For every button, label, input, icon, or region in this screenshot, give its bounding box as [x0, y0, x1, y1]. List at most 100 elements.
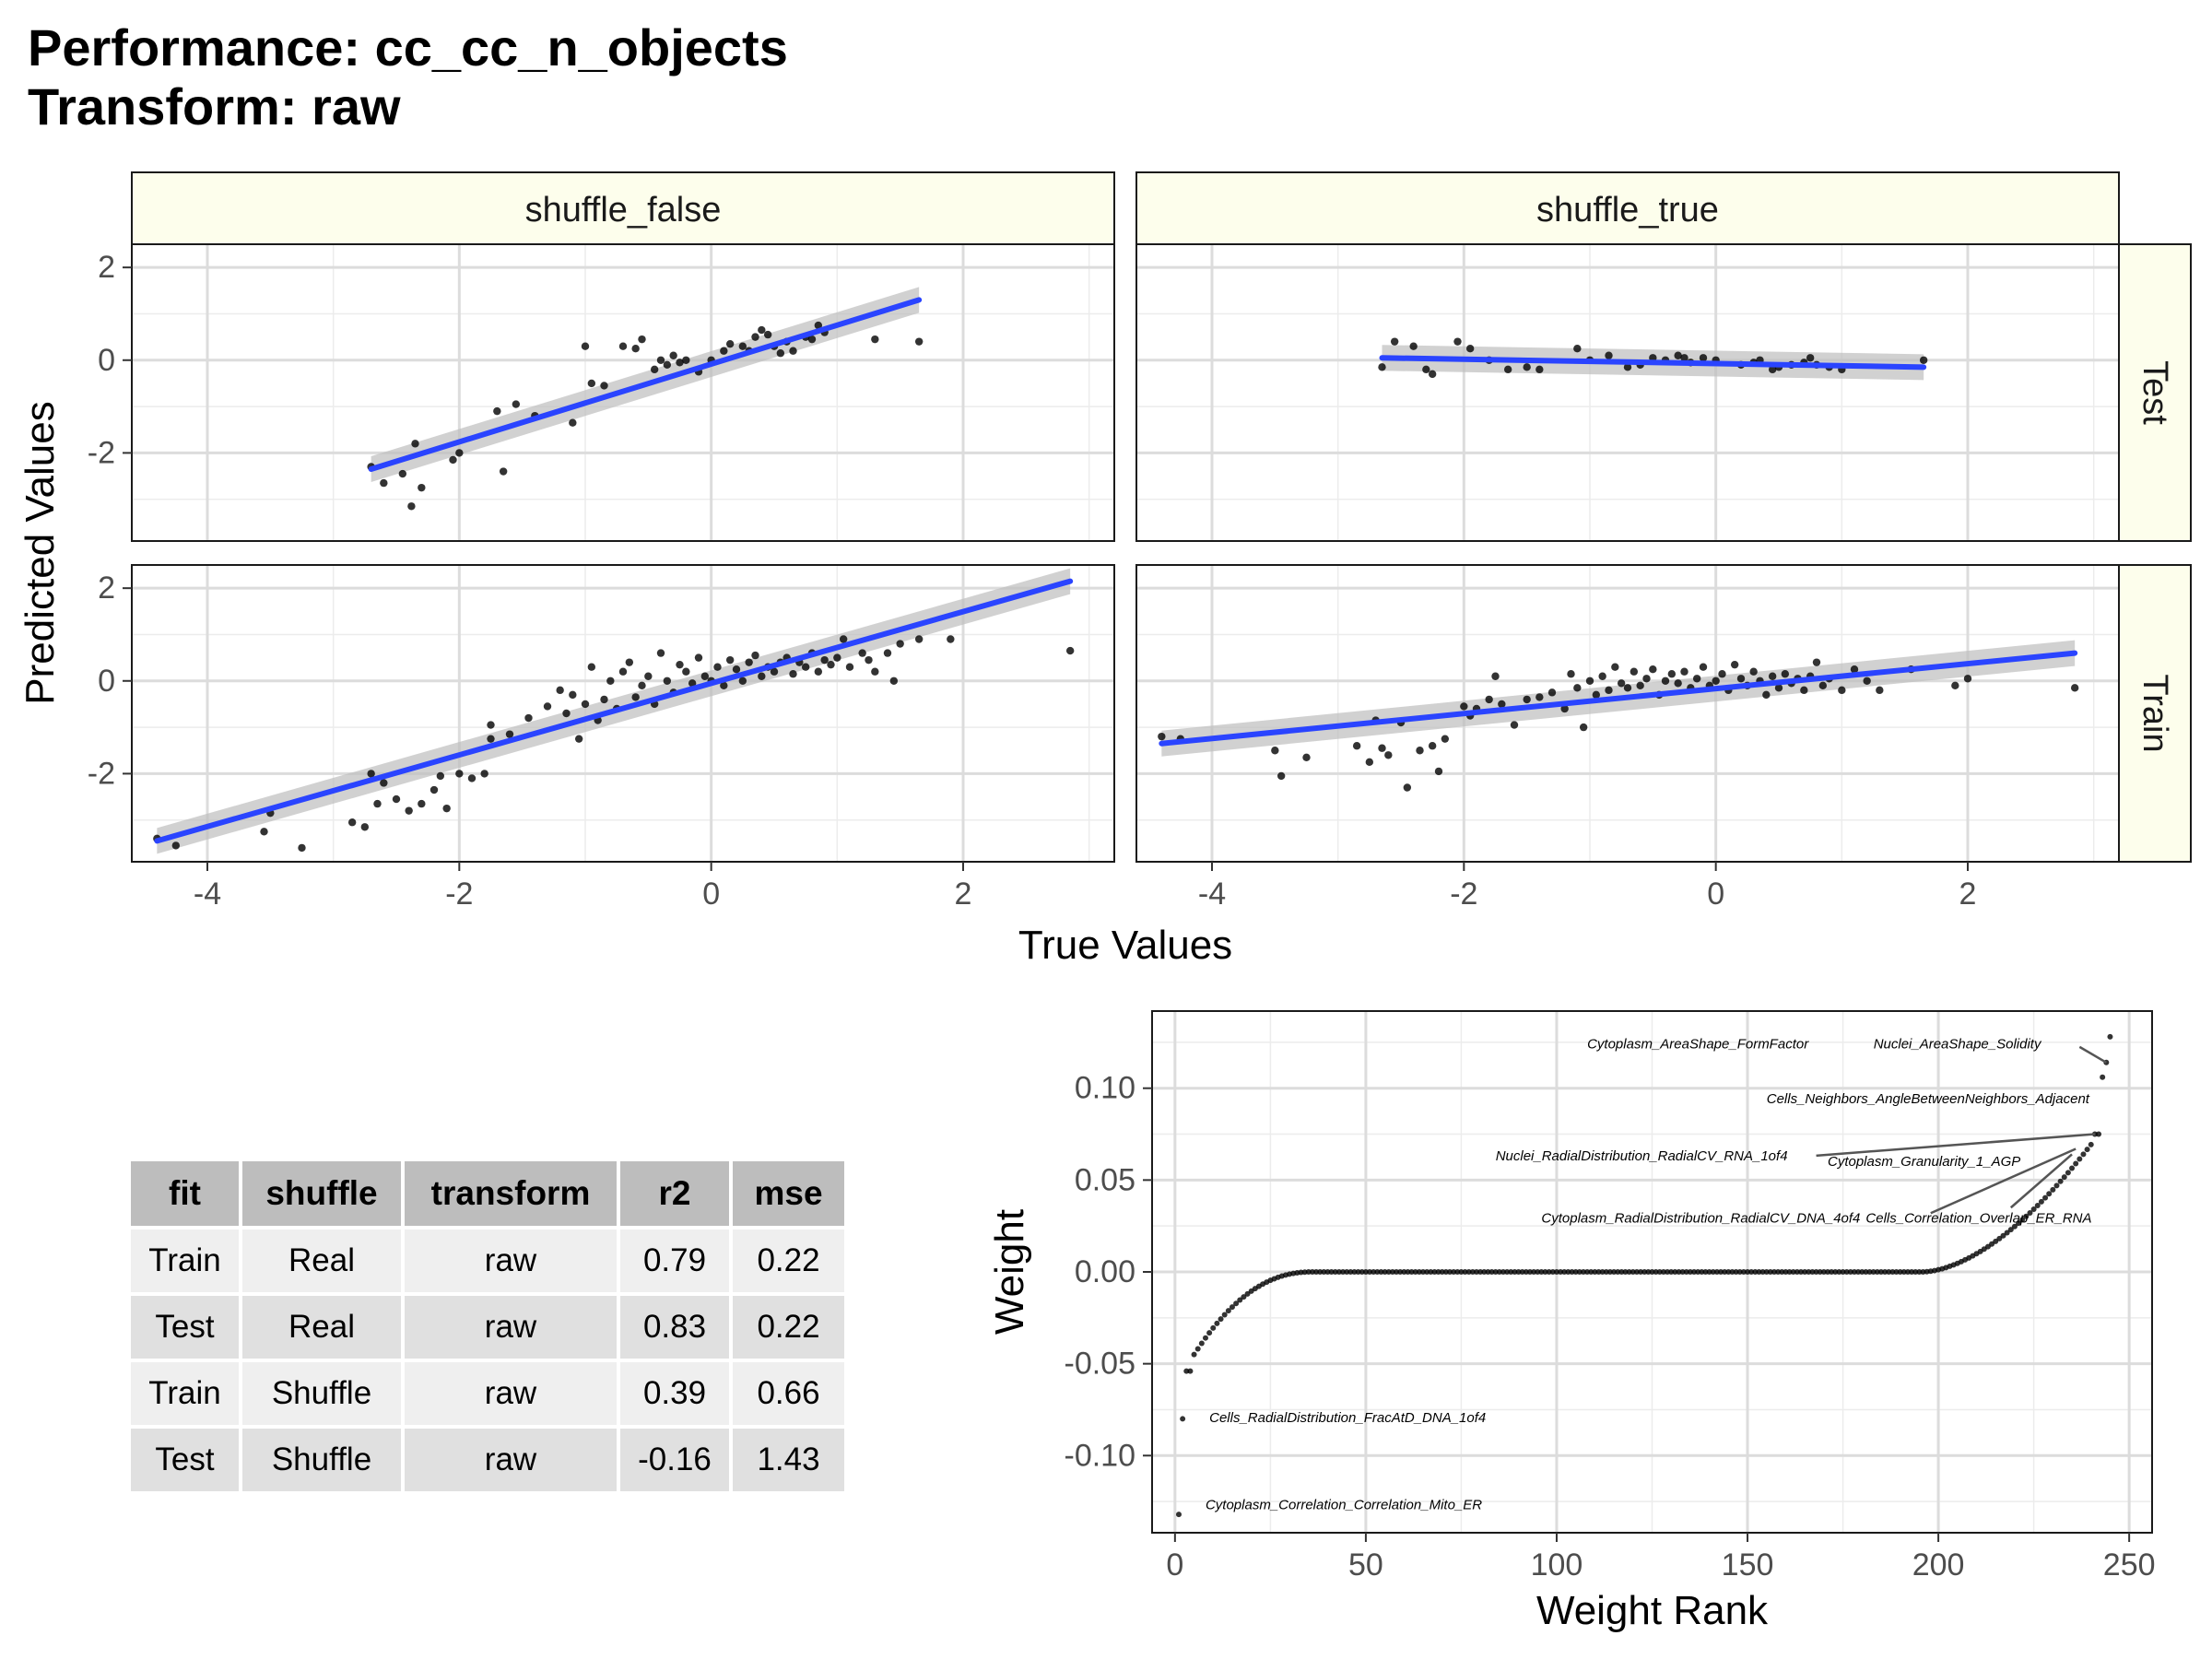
- weight-point: [1897, 1269, 1903, 1275]
- weight-point: [2077, 1156, 2083, 1162]
- weight-point: [1225, 1308, 1231, 1314]
- data-point: [1800, 686, 1808, 695]
- data-point: [569, 690, 577, 700]
- weight-point: [1500, 1269, 1506, 1275]
- weight-point: [1229, 1304, 1235, 1311]
- weight-point: [1512, 1269, 1518, 1275]
- weight-point: [1702, 1269, 1709, 1275]
- y-tick-label: 0.10: [1075, 1071, 1135, 1106]
- y-tick-label: 0: [98, 343, 115, 378]
- row-strip-label: Test: [2136, 360, 2174, 425]
- weight-point: [1371, 1269, 1377, 1275]
- data-point: [1277, 771, 1286, 781]
- weight-point: [1519, 1269, 1525, 1275]
- weight-point: [2019, 1217, 2026, 1223]
- weight-point: [1187, 1368, 1194, 1374]
- facet-scatter-plot: shuffle_false shuffle_true Test Train -2 0 2 -2…: [18, 171, 2192, 968]
- weight-point: [1633, 1269, 1640, 1275]
- weight-point: [1725, 1269, 1732, 1275]
- data-point: [820, 655, 829, 665]
- weight-point: [1626, 1269, 1632, 1275]
- weight-point: [1504, 1269, 1511, 1275]
- weight-point: [1531, 1269, 1537, 1275]
- row-strip: [2118, 243, 2192, 542]
- data-point: [789, 670, 797, 678]
- weight-point: [1428, 1269, 1434, 1275]
- weight-point: [2034, 1202, 2041, 1208]
- y-tick-label: -2: [88, 756, 115, 791]
- weight-point: [1904, 1269, 1911, 1275]
- weight-point: [1454, 1269, 1461, 1275]
- data-point: [914, 635, 924, 643]
- data-point: [1674, 679, 1682, 688]
- data-point: [1667, 670, 1677, 678]
- cell-fit: Train: [131, 1230, 239, 1292]
- weight-point: [1859, 1269, 1865, 1275]
- data-point: [524, 713, 533, 723]
- data-point: [493, 406, 501, 416]
- data-point: [467, 774, 477, 782]
- data-point: [1409, 342, 1418, 350]
- weight-point: [1367, 1269, 1373, 1275]
- x-tick-label: 250: [2103, 1547, 2156, 1583]
- weight-point: [1771, 1269, 1778, 1275]
- weight-point: [1447, 1269, 1453, 1275]
- data-point: [449, 455, 457, 465]
- x-tick-label: 150: [1722, 1547, 1774, 1583]
- weight-point: [2000, 1232, 2006, 1239]
- data-point: [720, 347, 728, 355]
- data-point: [1598, 672, 1606, 680]
- weight-point: [1779, 1269, 1785, 1275]
- weight-point: [1840, 1269, 1846, 1275]
- data-point: [1523, 695, 1531, 704]
- data-point: [650, 365, 659, 374]
- weight-point: [1996, 1235, 2003, 1241]
- data-point: [298, 843, 306, 853]
- feature-label: Cytoplasm_Correlation_Correlation_Mito_E…: [1206, 1498, 1482, 1513]
- weight-point: [1558, 1269, 1564, 1275]
- data-point: [1876, 686, 1884, 695]
- data-point: [1271, 747, 1279, 755]
- weight-point: [1736, 1269, 1743, 1275]
- weight-point: [1549, 1269, 1556, 1275]
- weight-point: [1595, 1269, 1602, 1275]
- weight-point: [1526, 1269, 1533, 1275]
- feature-label: Nuclei_AreaShape_Solidity: [1874, 1036, 2042, 1052]
- data-point: [1503, 365, 1512, 374]
- data-point: [751, 333, 759, 341]
- weight-point: [1733, 1269, 1739, 1275]
- weight-point: [1653, 1269, 1659, 1275]
- weight-point: [1462, 1269, 1468, 1275]
- y-tick-label: 0.00: [1075, 1254, 1135, 1289]
- cell-shuffle: Shuffle: [242, 1429, 401, 1491]
- weight-point: [1451, 1269, 1457, 1275]
- data-point: [663, 360, 672, 370]
- weight-point: [1385, 1269, 1392, 1275]
- feature-label: Cytoplasm_AreaShape_FormFactor: [1587, 1036, 1809, 1052]
- label-connector: [1930, 1147, 2077, 1215]
- x-axis-title: Weight Rank: [1536, 1588, 1769, 1633]
- weight-point: [2042, 1194, 2049, 1201]
- weight-point: [1909, 1269, 1915, 1275]
- data-point: [1712, 677, 1720, 685]
- data-point: [1774, 684, 1783, 692]
- weight-point: [1175, 1512, 1182, 1518]
- weight-point: [1355, 1269, 1361, 1275]
- data-point: [1812, 658, 1821, 666]
- cell-mse: 0.22: [733, 1230, 844, 1292]
- weight-point: [1656, 1269, 1663, 1275]
- data-point: [656, 649, 665, 657]
- weight-point: [1408, 1269, 1415, 1275]
- data-point: [676, 359, 684, 367]
- data-point: [380, 779, 388, 787]
- weight-point: [1993, 1238, 1999, 1244]
- data-point: [871, 335, 879, 344]
- data-point: [833, 653, 841, 662]
- data-point: [442, 804, 451, 813]
- data-point: [865, 655, 873, 665]
- weight-point: [1809, 1269, 1816, 1275]
- cell-shuffle: Real: [242, 1296, 401, 1359]
- y-tick-label: 0: [98, 664, 115, 699]
- weight-point: [1389, 1269, 1395, 1275]
- data-point: [1605, 351, 1613, 359]
